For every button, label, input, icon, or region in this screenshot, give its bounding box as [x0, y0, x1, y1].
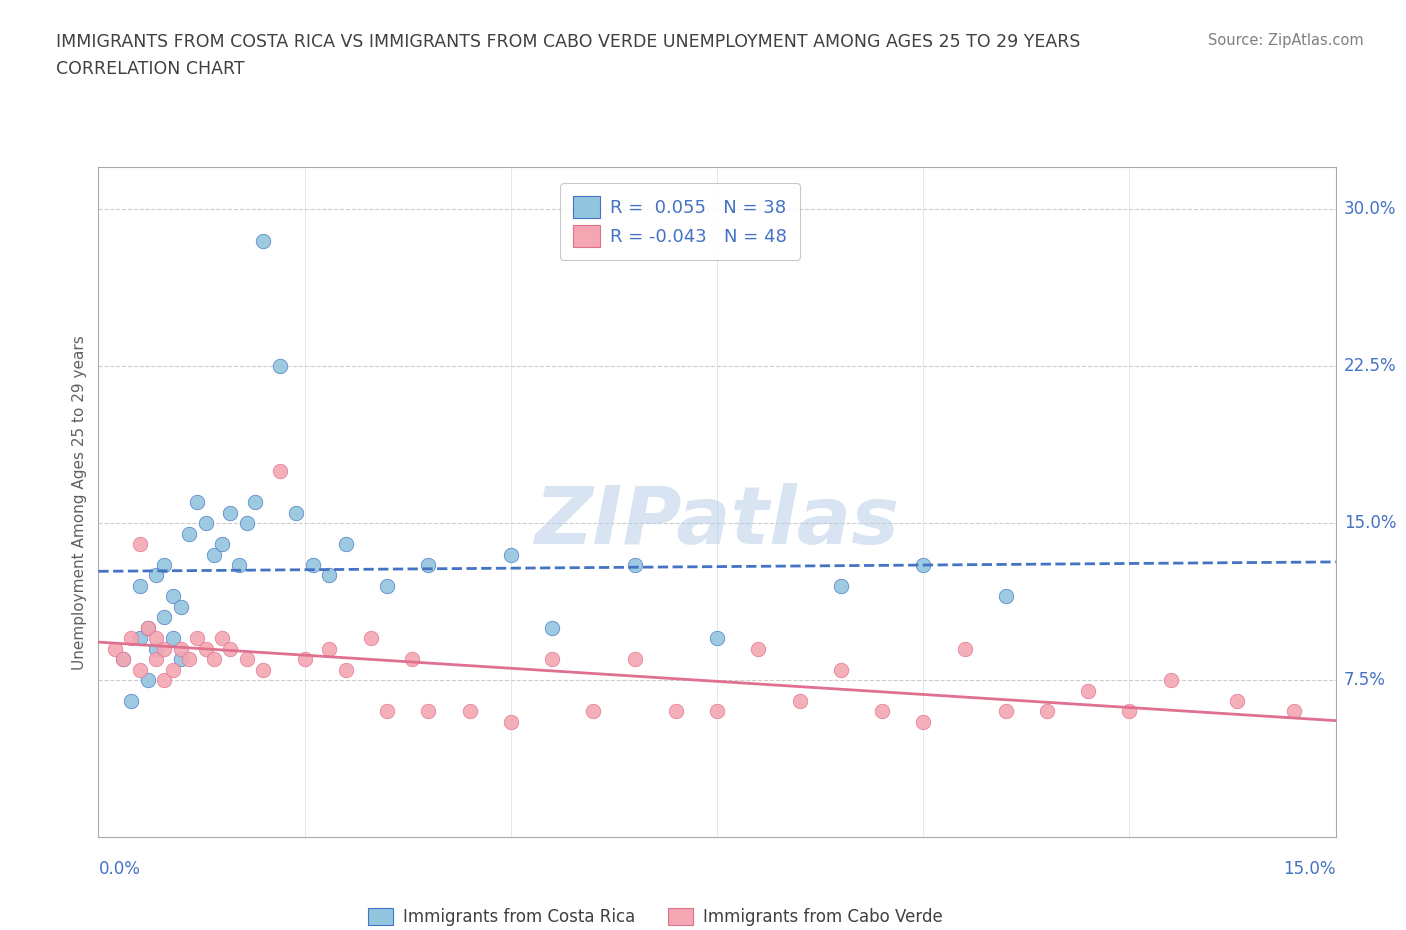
Point — [153, 672, 176, 687]
Text: Source: ZipAtlas.com: Source: ZipAtlas.com — [1208, 33, 1364, 47]
Point — [1226, 694, 1249, 709]
Point — [104, 642, 127, 657]
Point — [136, 620, 159, 635]
Point — [1118, 704, 1140, 719]
Point — [211, 537, 233, 551]
Point — [294, 652, 316, 667]
Point — [870, 704, 893, 719]
Y-axis label: Unemployment Among Ages 25 to 29 years: Unemployment Among Ages 25 to 29 years — [72, 335, 87, 670]
Point — [153, 610, 176, 625]
Point — [1284, 704, 1306, 719]
Point — [112, 652, 135, 667]
Point — [170, 652, 193, 667]
Point — [318, 568, 340, 583]
Point — [499, 714, 522, 729]
Point — [541, 620, 564, 635]
Point — [194, 516, 217, 531]
Point — [269, 359, 291, 374]
Point — [153, 558, 176, 573]
Point — [335, 662, 357, 677]
Point — [458, 704, 481, 719]
Point — [211, 631, 233, 645]
Point — [236, 516, 259, 531]
Point — [623, 558, 645, 573]
Point — [252, 233, 274, 248]
Legend: R =  0.055   N = 38, R = -0.043   N = 48: R = 0.055 N = 38, R = -0.043 N = 48 — [560, 183, 800, 259]
Point — [582, 704, 605, 719]
Text: ZIPatlas: ZIPatlas — [534, 484, 900, 562]
Point — [162, 662, 184, 677]
Point — [120, 694, 142, 709]
Point — [953, 642, 976, 657]
Point — [706, 704, 728, 719]
Point — [112, 652, 135, 667]
Point — [153, 642, 176, 657]
Point — [375, 578, 398, 593]
Point — [145, 631, 167, 645]
Point — [136, 672, 159, 687]
Point — [499, 547, 522, 562]
Point — [186, 495, 208, 510]
Point — [401, 652, 423, 667]
Point — [236, 652, 259, 667]
Point — [830, 662, 852, 677]
Point — [194, 642, 217, 657]
Text: 15.0%: 15.0% — [1344, 514, 1396, 532]
Point — [128, 631, 150, 645]
Text: 22.5%: 22.5% — [1344, 357, 1396, 375]
Point — [912, 714, 935, 729]
Point — [335, 537, 357, 551]
Point — [202, 547, 225, 562]
Point — [243, 495, 266, 510]
Point — [285, 505, 308, 520]
Point — [269, 463, 291, 478]
Text: CORRELATION CHART: CORRELATION CHART — [56, 60, 245, 78]
Point — [162, 631, 184, 645]
Point — [202, 652, 225, 667]
Point — [418, 558, 440, 573]
Point — [219, 505, 242, 520]
Point — [128, 578, 150, 593]
Point — [136, 620, 159, 635]
Point — [375, 704, 398, 719]
Point — [128, 662, 150, 677]
Point — [994, 589, 1017, 604]
Point — [623, 652, 645, 667]
Point — [706, 631, 728, 645]
Point — [747, 642, 769, 657]
Point — [145, 568, 167, 583]
Point — [162, 589, 184, 604]
Point — [252, 662, 274, 677]
Point — [912, 558, 935, 573]
Point — [665, 704, 688, 719]
Point — [1077, 683, 1099, 698]
Point — [219, 642, 242, 657]
Point — [228, 558, 250, 573]
Point — [302, 558, 325, 573]
Point — [170, 600, 193, 615]
Point — [1160, 672, 1182, 687]
Point — [830, 578, 852, 593]
Point — [170, 642, 193, 657]
Point — [994, 704, 1017, 719]
Text: 30.0%: 30.0% — [1344, 200, 1396, 219]
Text: 7.5%: 7.5% — [1344, 671, 1386, 689]
Point — [179, 526, 201, 541]
Point — [418, 704, 440, 719]
Point — [145, 642, 167, 657]
Text: 15.0%: 15.0% — [1284, 860, 1336, 878]
Point — [789, 694, 811, 709]
Point — [145, 652, 167, 667]
Text: 0.0%: 0.0% — [98, 860, 141, 878]
Point — [179, 652, 201, 667]
Point — [186, 631, 208, 645]
Point — [1036, 704, 1059, 719]
Text: IMMIGRANTS FROM COSTA RICA VS IMMIGRANTS FROM CABO VERDE UNEMPLOYMENT AMONG AGES: IMMIGRANTS FROM COSTA RICA VS IMMIGRANTS… — [56, 33, 1081, 50]
Point — [128, 537, 150, 551]
Point — [360, 631, 382, 645]
Point — [541, 652, 564, 667]
Point — [318, 642, 340, 657]
Point — [120, 631, 142, 645]
